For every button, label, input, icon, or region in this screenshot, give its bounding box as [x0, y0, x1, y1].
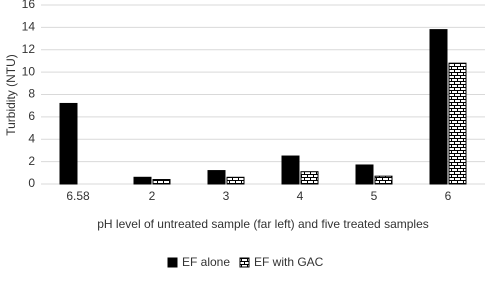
y-tick-label: 16 — [22, 0, 36, 11]
x-tick-label: 2 — [149, 189, 156, 203]
bar — [152, 179, 171, 185]
legend-label: EF alone — [182, 255, 230, 269]
y-tick-label: 12 — [22, 42, 36, 56]
x-tick-label: 6 — [445, 189, 452, 203]
y-tick-label: 10 — [22, 64, 36, 78]
bar — [281, 155, 300, 185]
bar — [300, 171, 319, 185]
y-tick-label: 6 — [28, 109, 35, 123]
y-axis-label: Turbidity (NTU) — [4, 54, 18, 136]
legend-swatch — [167, 257, 178, 268]
y-tick-label: 2 — [28, 154, 35, 168]
bar — [59, 102, 78, 185]
y-tick-label: 14 — [22, 20, 36, 34]
bar — [448, 62, 467, 185]
legend-swatch — [239, 257, 250, 268]
bar — [133, 176, 152, 185]
y-tick-label: 8 — [28, 87, 35, 101]
bar — [374, 175, 393, 185]
x-axis-label: pH level of untreated sample (far left) … — [97, 217, 429, 231]
bar — [429, 29, 448, 185]
x-tick-label: 4 — [297, 189, 304, 203]
legend-label: EF with GAC — [254, 255, 324, 269]
y-tick-label: 4 — [28, 131, 35, 145]
x-tick-label: 6.58 — [66, 189, 90, 203]
x-tick-label: 5 — [371, 189, 378, 203]
bar — [207, 170, 226, 185]
x-tick-label: 3 — [223, 189, 230, 203]
bar — [355, 164, 374, 185]
y-tick-label: 0 — [28, 176, 35, 190]
bar — [226, 176, 245, 185]
